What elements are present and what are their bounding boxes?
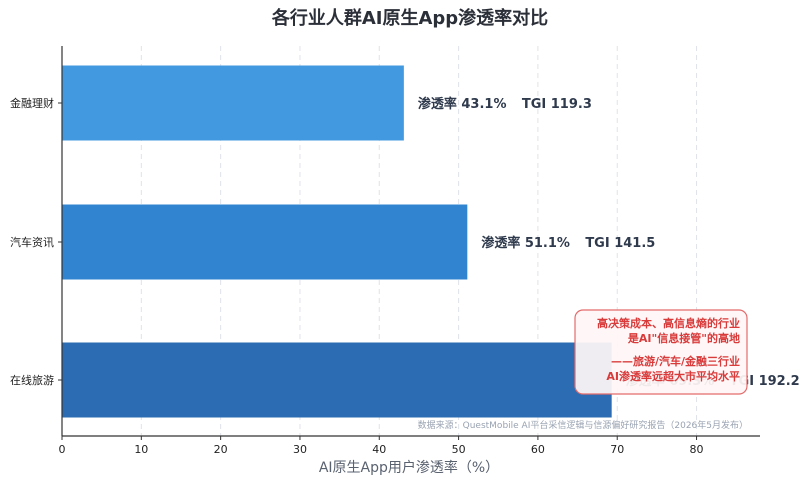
category-label-0: 金融理财: [10, 96, 54, 110]
x-tick-label-20: 20: [214, 443, 228, 456]
annotation-line-3: ——旅游/汽车/金融三行业: [611, 354, 740, 368]
annotation-line-1: 是AI"信息接管"的高地: [627, 331, 740, 345]
x-tick-label-70: 70: [610, 443, 624, 456]
x-axis-label: AI原生App用户渗透率（%）: [319, 459, 499, 476]
chart-title: 各行业人群AI原生App渗透率对比: [271, 7, 548, 29]
annotation-line-4: AI渗透率远超大市平均水平: [606, 369, 740, 383]
data-source-note: 数据来源：QuestMobile AI平台采信逻辑与信源偏好研究报告（2026年…: [418, 419, 748, 431]
bars: [62, 65, 612, 418]
x-tick-label-50: 50: [452, 443, 466, 456]
bar-1: [62, 204, 468, 280]
x-tick-labels: 0 10 20 30 40 50 60 70 80: [59, 436, 704, 456]
bar-2: [62, 342, 612, 418]
data-label-rate-1: 渗透率 51.1%: [481, 235, 570, 251]
data-label-rate-0: 渗透率 43.1%: [418, 96, 507, 112]
category-label-1: 汽车资讯: [10, 235, 54, 249]
x-tick-label-0: 0: [59, 443, 66, 456]
x-tick-label-80: 80: [690, 443, 704, 456]
x-tick-label-10: 10: [134, 443, 148, 456]
annotation-line-0: 高决策成本、高信息熵的行业: [597, 316, 740, 330]
category-label-2: 在线旅游: [10, 373, 54, 387]
x-tick-label-60: 60: [531, 443, 545, 456]
x-tick-label-40: 40: [372, 443, 386, 456]
data-label-tgi-1: TGI 141.5: [585, 236, 655, 251]
bar-0: [62, 65, 404, 141]
x-tick-label-30: 30: [293, 443, 307, 456]
annotation-frame: [574, 309, 748, 395]
data-label-tgi-0: TGI 119.3: [522, 97, 592, 112]
axes: [58, 46, 760, 437]
